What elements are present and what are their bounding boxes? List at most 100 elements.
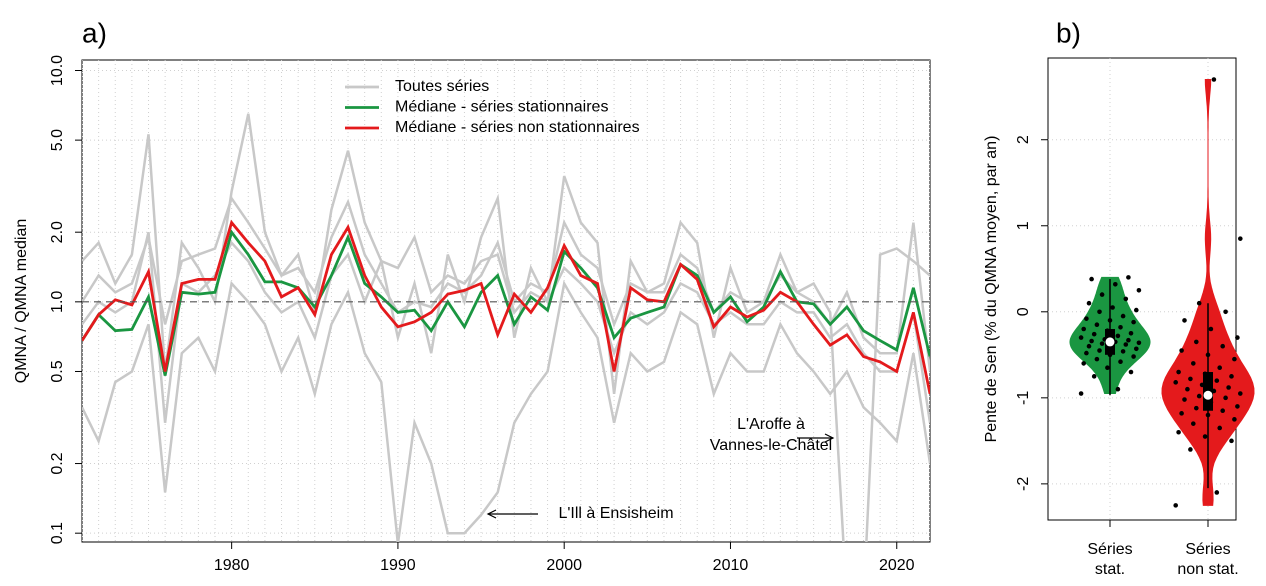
data-point bbox=[1110, 305, 1115, 310]
data-point bbox=[1078, 391, 1084, 396]
data-point bbox=[1217, 425, 1222, 431]
data-point bbox=[1196, 393, 1202, 399]
data-point bbox=[1094, 356, 1100, 362]
annotation: Vannes-le-Châtel bbox=[710, 437, 832, 454]
data-point bbox=[1131, 354, 1136, 359]
data-point bbox=[1220, 343, 1225, 349]
data-point bbox=[1232, 417, 1237, 422]
legend-label: Médiane - séries stationnaires bbox=[395, 99, 608, 116]
data-point bbox=[1194, 339, 1199, 345]
data-point bbox=[1235, 404, 1240, 409]
data-point bbox=[1084, 316, 1089, 321]
x-tick-label: 1990 bbox=[380, 557, 416, 574]
data-point bbox=[1220, 408, 1225, 414]
series-line bbox=[82, 195, 930, 542]
series-line bbox=[82, 279, 930, 542]
data-point bbox=[1086, 300, 1092, 306]
data-point bbox=[1235, 335, 1240, 340]
x-tick-label: 2010 bbox=[713, 557, 749, 574]
data-point bbox=[1211, 77, 1217, 82]
series-line bbox=[82, 229, 930, 376]
data-point bbox=[1113, 281, 1118, 287]
y-axis-label: QMNA / QMNA median bbox=[13, 219, 30, 384]
series-line bbox=[82, 219, 930, 395]
annotation: L'Ill à Ensisheim bbox=[558, 505, 673, 522]
data-point bbox=[1115, 333, 1121, 339]
data-point bbox=[1126, 275, 1131, 280]
data-point bbox=[1188, 376, 1193, 382]
data-point bbox=[1099, 292, 1105, 297]
arrow-head bbox=[824, 433, 835, 443]
series-line bbox=[82, 113, 930, 395]
data-point bbox=[1229, 374, 1234, 379]
data-point bbox=[1081, 326, 1086, 332]
y-tick-label: 1 bbox=[1015, 221, 1032, 230]
data-point bbox=[1188, 447, 1193, 452]
data-point bbox=[1107, 352, 1113, 358]
x-tick-label: 2020 bbox=[879, 557, 915, 574]
data-point bbox=[1176, 369, 1181, 375]
y-tick-label: 0.1 bbox=[49, 522, 66, 544]
data-point bbox=[1196, 300, 1202, 306]
data-point bbox=[1123, 342, 1129, 347]
x-tick-label: 2000 bbox=[546, 557, 582, 574]
data-point bbox=[1194, 405, 1199, 411]
data-point bbox=[1223, 309, 1228, 315]
data-point bbox=[1089, 338, 1094, 344]
y-tick-label: 0.5 bbox=[49, 360, 66, 382]
y-tick-label: 0.2 bbox=[49, 452, 66, 474]
x-tick-label: Séries non stat. bbox=[1177, 541, 1238, 578]
data-point bbox=[1091, 374, 1097, 379]
data-point bbox=[1099, 341, 1105, 346]
data-point bbox=[1078, 335, 1084, 340]
data-point bbox=[1120, 313, 1126, 319]
data-point bbox=[1205, 412, 1211, 418]
data-point bbox=[1229, 438, 1234, 444]
data-point bbox=[1223, 395, 1228, 401]
data-point bbox=[1202, 371, 1208, 377]
data-point bbox=[1097, 348, 1102, 353]
panel-title: b) bbox=[1056, 17, 1081, 48]
y-tick-label: 2 bbox=[1015, 135, 1032, 144]
data-point bbox=[1205, 352, 1211, 358]
data-point bbox=[1214, 378, 1220, 383]
data-point bbox=[1173, 380, 1178, 385]
data-point bbox=[1110, 345, 1115, 351]
data-point bbox=[1115, 386, 1121, 392]
data-point bbox=[1134, 346, 1139, 352]
y-tick-label: 1.0 bbox=[49, 291, 66, 313]
data-point bbox=[1185, 386, 1190, 392]
data-point bbox=[1232, 356, 1237, 362]
data-point bbox=[1238, 391, 1243, 396]
data-point bbox=[1123, 296, 1129, 302]
median bbox=[1203, 390, 1213, 400]
x-tick-label: Séries stat. bbox=[1087, 541, 1132, 578]
data-point bbox=[1081, 361, 1086, 366]
data-point bbox=[1136, 287, 1142, 293]
data-point bbox=[1176, 429, 1181, 435]
data-point bbox=[1208, 399, 1214, 405]
y-tick-label: 2.0 bbox=[49, 221, 66, 243]
data-point bbox=[1126, 337, 1131, 343]
data-point bbox=[1105, 328, 1110, 334]
data-point bbox=[1094, 322, 1100, 328]
data-point bbox=[1217, 365, 1222, 371]
data-point bbox=[1179, 411, 1184, 416]
x-tick-label: 1980 bbox=[214, 557, 250, 574]
data-point bbox=[1105, 365, 1110, 371]
data-point bbox=[1173, 503, 1178, 508]
data-point bbox=[1134, 307, 1139, 313]
legend-label: Toutes séries bbox=[395, 78, 489, 95]
y-tick-label: -1 bbox=[1015, 391, 1032, 405]
data-point bbox=[1131, 319, 1136, 325]
data-point bbox=[1089, 276, 1094, 282]
y-tick-label: 0 bbox=[1015, 307, 1032, 316]
data-point bbox=[1202, 434, 1208, 439]
data-point bbox=[1107, 318, 1113, 323]
data-point bbox=[1191, 421, 1196, 426]
legend-label: Médiane - séries non stationnaires bbox=[395, 119, 640, 136]
data-point bbox=[1128, 331, 1134, 336]
annotation: L'Aroffe à bbox=[737, 416, 805, 433]
arrow-head bbox=[486, 509, 497, 519]
